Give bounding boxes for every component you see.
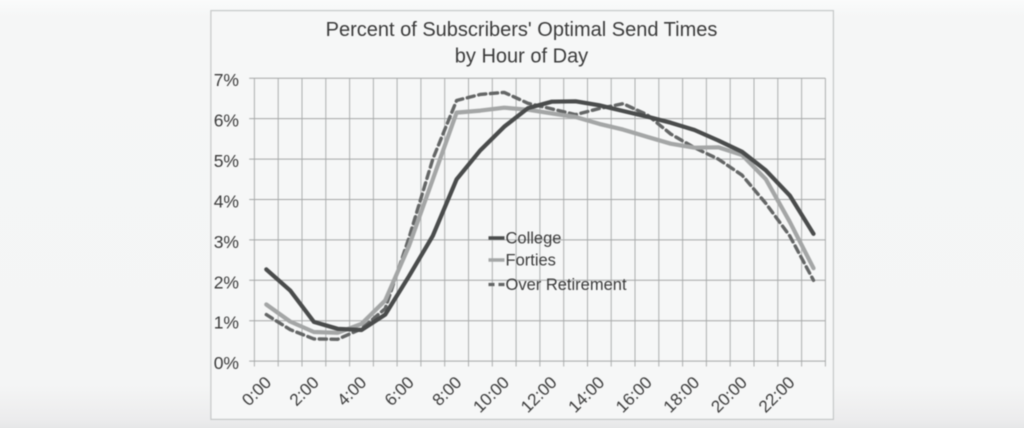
svg-text:by Hour of Day: by Hour of Day bbox=[455, 46, 588, 68]
svg-text:4%: 4% bbox=[214, 192, 239, 212]
svg-text:Percent of Subscribers' Optima: Percent of Subscribers' Optimal Send Tim… bbox=[326, 19, 718, 41]
svg-text:1%: 1% bbox=[214, 313, 239, 333]
svg-text:College: College bbox=[506, 230, 562, 248]
svg-text:3%: 3% bbox=[214, 232, 239, 252]
svg-text:0%: 0% bbox=[214, 353, 239, 373]
svg-text:2%: 2% bbox=[214, 272, 239, 292]
svg-text:Over Retirement: Over Retirement bbox=[506, 276, 627, 294]
svg-text:6%: 6% bbox=[214, 111, 239, 131]
svg-text:5%: 5% bbox=[214, 151, 239, 171]
svg-text:7%: 7% bbox=[214, 70, 239, 90]
svg-text:Forties: Forties bbox=[506, 252, 556, 270]
